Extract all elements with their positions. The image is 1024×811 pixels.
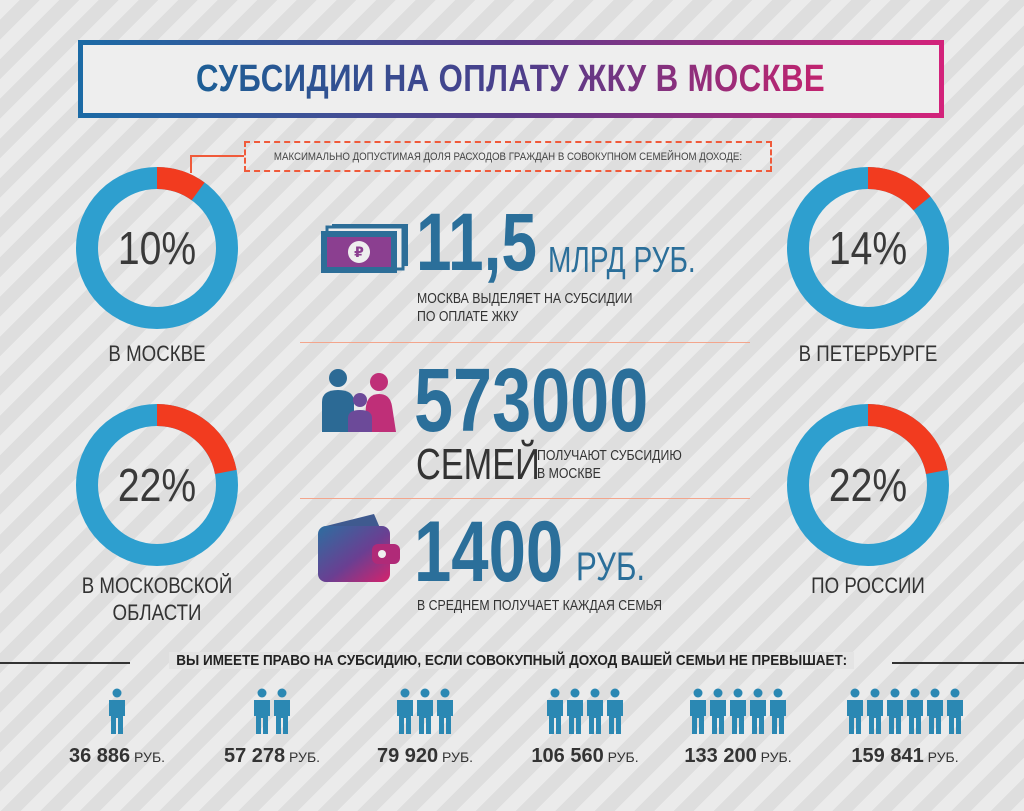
person-icon bbox=[847, 688, 863, 734]
person-icon bbox=[770, 688, 786, 734]
families-unit: СЕМЕЙ bbox=[416, 440, 540, 489]
person-icon bbox=[607, 688, 623, 734]
income-limit-5: 133 200 РУБ. bbox=[663, 745, 813, 768]
person-icon bbox=[867, 688, 883, 734]
person-icon bbox=[690, 688, 706, 734]
donut-moscow-share-segment bbox=[76, 167, 238, 329]
donut-moscow-percent: 10% bbox=[117, 222, 197, 274]
person-icon bbox=[397, 688, 413, 734]
person-icon bbox=[587, 688, 603, 734]
donut-russia: 22% bbox=[783, 400, 953, 570]
person-icon bbox=[947, 688, 963, 734]
income-amount: 57 278 bbox=[223, 745, 286, 767]
donut-oblast-percent: 22% bbox=[117, 459, 197, 511]
income-currency: РУБ. bbox=[923, 749, 959, 765]
people-group-1 bbox=[107, 688, 127, 734]
separator-2 bbox=[300, 498, 750, 499]
average-description: В СРЕДНЕМ ПОЛУЧАЕТ КАЖДАЯ СЕМЬЯ bbox=[417, 597, 662, 614]
person-icon bbox=[750, 688, 766, 734]
person-icon bbox=[567, 688, 583, 734]
person-icon bbox=[710, 688, 726, 734]
donut-oblast-share-segment bbox=[76, 404, 238, 566]
average-unit: РУБ. bbox=[576, 545, 646, 589]
donut-peterburg-share-segment bbox=[787, 167, 949, 329]
donut-russia-ring bbox=[787, 404, 949, 566]
banknotes-icon: ₽ bbox=[321, 224, 408, 273]
donut-peterburg-ring bbox=[787, 167, 949, 329]
people-group-4 bbox=[545, 688, 625, 734]
person-icon bbox=[109, 688, 125, 734]
donut-peterburg: 14% bbox=[783, 163, 953, 333]
svg-text:₽: ₽ bbox=[354, 245, 364, 261]
person-icon bbox=[907, 688, 923, 734]
income-limit-1: 36 886 РУБ. bbox=[42, 745, 192, 768]
person-icon bbox=[437, 688, 453, 734]
income-currency: РУБ. bbox=[756, 749, 792, 765]
people-group-2 bbox=[252, 688, 292, 734]
bottom-rule-right bbox=[892, 662, 1024, 664]
person-icon bbox=[274, 688, 290, 734]
income-currency: РУБ. bbox=[130, 749, 166, 765]
person-icon bbox=[730, 688, 746, 734]
families-description: ПОЛУЧАЮТ СУБСИДИЮ В МОСКВЕ bbox=[537, 447, 682, 482]
income-currency: РУБ. bbox=[603, 749, 639, 765]
income-amount: 159 841 bbox=[851, 745, 924, 767]
family-icon bbox=[322, 369, 396, 432]
bottom-rule-left bbox=[0, 662, 130, 664]
bottom-heading-text: ВЫ ИМЕЕТЕ ПРАВО НА СУБСИДИЮ, ЕСЛИ СОВОКУ… bbox=[169, 652, 855, 669]
donut-moscow-ring bbox=[76, 167, 238, 329]
bottom-heading: ВЫ ИМЕЕТЕ ПРАВО НА СУБСИДИЮ, ЕСЛИ СОВОКУ… bbox=[0, 652, 1024, 669]
income-limit-4: 106 560 РУБ. bbox=[510, 745, 660, 768]
income-limit-6: 159 841 РУБ. bbox=[830, 745, 980, 768]
wallet-icon bbox=[318, 514, 400, 582]
separator-1 bbox=[300, 342, 750, 343]
person-icon bbox=[887, 688, 903, 734]
donut-russia-label: ПО РОССИИ bbox=[811, 573, 925, 598]
budget-unit: МЛРД РУБ. bbox=[548, 239, 696, 280]
title-frame: СУБСИДИИ НА ОПЛАТУ ЖКУ В МОСКВЕ bbox=[78, 40, 944, 118]
donut-oblast: 22% bbox=[72, 400, 242, 570]
person-icon bbox=[254, 688, 270, 734]
income-amount: 36 886 bbox=[68, 745, 131, 767]
people-group-6 bbox=[845, 688, 965, 734]
donut-moscow-label: В МОСКВЕ bbox=[108, 341, 206, 366]
income-amount: 133 200 bbox=[684, 745, 757, 767]
max-share-note-text: МАКСИМАЛЬНО ДОПУСТИМАЯ ДОЛЯ РАСХОДОВ ГРА… bbox=[273, 150, 743, 163]
max-share-note: МАКСИМАЛЬНО ДОПУСТИМАЯ ДОЛЯ РАСХОДОВ ГРА… bbox=[244, 141, 772, 172]
donut-moscow: 10% bbox=[72, 163, 242, 333]
income-currency: РУБ. bbox=[438, 749, 474, 765]
families-number: 573000 bbox=[414, 351, 649, 451]
people-group-5 bbox=[688, 688, 788, 734]
donut-russia-percent: 22% bbox=[828, 459, 908, 511]
income-limit-3: 79 920 РУБ. bbox=[350, 745, 500, 768]
donut-russia-share-segment bbox=[787, 404, 949, 566]
people-group-3 bbox=[395, 688, 455, 734]
budget-number: 11,5 bbox=[416, 197, 537, 288]
page-title: СУБСИДИИ НА ОПЛАТУ ЖКУ В МОСКВЕ bbox=[196, 57, 826, 100]
donut-oblast-ring bbox=[76, 404, 238, 566]
donut-oblast-label: В МОСКОВСКОЙ ОБЛАСТИ bbox=[81, 573, 233, 625]
person-icon bbox=[927, 688, 943, 734]
income-currency: РУБ. bbox=[285, 749, 321, 765]
person-icon bbox=[547, 688, 563, 734]
budget-description: МОСКВА ВЫДЕЛЯЕТ НА СУБСИДИИ ПО ОПЛАТЕ ЖК… bbox=[417, 290, 633, 325]
income-amount: 106 560 bbox=[531, 745, 604, 767]
person-icon bbox=[417, 688, 433, 734]
average-number: 1400 bbox=[414, 504, 564, 600]
note-connector bbox=[190, 155, 244, 173]
income-amount: 79 920 bbox=[376, 745, 439, 767]
donut-peterburg-label: В ПЕТЕРБУРГЕ bbox=[798, 341, 938, 366]
donut-peterburg-percent: 14% bbox=[828, 222, 908, 274]
income-limit-2: 57 278 РУБ. bbox=[197, 745, 347, 768]
